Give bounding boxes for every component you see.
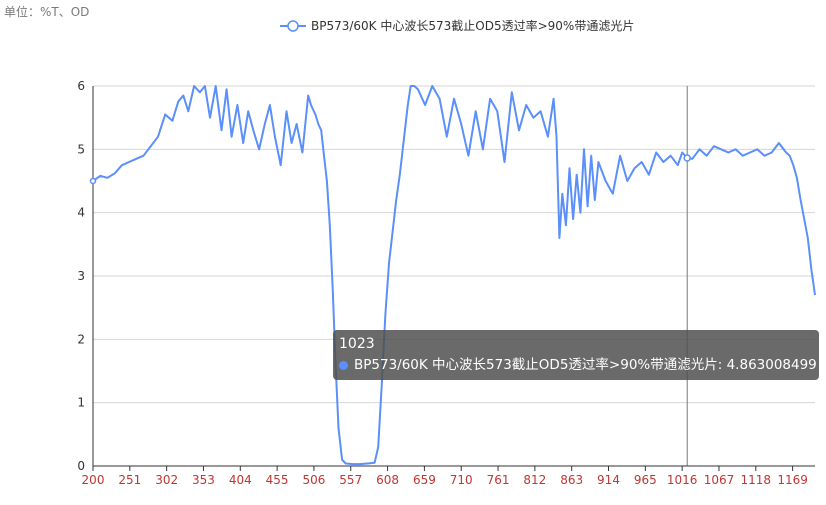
x-tick-label-455: 455 bbox=[266, 473, 289, 487]
tooltip-series-dot-icon bbox=[339, 360, 348, 370]
x-tick-label-1016: 1016 bbox=[667, 473, 698, 487]
x-tick-label-914: 914 bbox=[597, 473, 620, 487]
y-tick-label-3: 3 bbox=[77, 269, 85, 283]
x-tick-label-812: 812 bbox=[523, 473, 546, 487]
x-tick-label-659: 659 bbox=[413, 473, 436, 487]
tick-labels: 0 1 2 3 4 5 6 200 251 302 353 404 455 506 557 608 659 710… bbox=[77, 79, 808, 487]
series-line-0 bbox=[92, 85, 816, 466]
x-tick-label-557: 557 bbox=[339, 473, 362, 487]
tooltip-series-name: BP573/60K 中心波长573截止OD5透过率>90%带通滤光片 bbox=[354, 357, 718, 373]
y-tick-label-6: 6 bbox=[77, 79, 85, 93]
x-tick-label-251: 251 bbox=[118, 473, 141, 487]
tooltip-separator: : bbox=[717, 357, 727, 373]
axes bbox=[92, 86, 815, 471]
legend-label: BP573/60K 中心波长573截止OD5透过率>90%带通滤光片 bbox=[311, 19, 635, 33]
unit-label: 单位：%T、OD bbox=[4, 5, 90, 19]
x-tick-label-710: 710 bbox=[450, 473, 473, 487]
x-tick-label-506: 506 bbox=[302, 473, 325, 487]
series-point-start bbox=[89, 177, 97, 185]
y-tick-label-0: 0 bbox=[77, 459, 85, 473]
x-tick-label-608: 608 bbox=[376, 473, 399, 487]
series-lines bbox=[89, 85, 816, 466]
y-tick-label-2: 2 bbox=[77, 332, 85, 346]
y-tick-label-1: 1 bbox=[77, 396, 85, 410]
tooltip-row: BP573/60K 中心波长573截止OD5透过率>90%带通滤光片: 4.86… bbox=[339, 356, 817, 374]
x-tick-label-761: 761 bbox=[487, 473, 510, 487]
y-tick-label-4: 4 bbox=[77, 206, 85, 220]
series-point-highlight bbox=[683, 154, 691, 162]
tooltip-title: 1023 bbox=[339, 336, 375, 352]
x-tick-label-302: 302 bbox=[155, 473, 178, 487]
legend[interactable]: BP573/60K 中心波长573截止OD5透过率>90%带通滤光片 bbox=[280, 17, 634, 34]
y-tick-label-5: 5 bbox=[77, 142, 85, 156]
x-tick-label-404: 404 bbox=[229, 473, 252, 487]
x-tick-label-353: 353 bbox=[192, 473, 215, 487]
x-tick-label-1169: 1169 bbox=[777, 473, 808, 487]
legend-line-icon bbox=[280, 19, 306, 32]
x-tick-label-965: 965 bbox=[634, 473, 657, 487]
tooltip-value: 4.863008499 bbox=[726, 357, 817, 373]
x-tick-label-1067: 1067 bbox=[704, 473, 735, 487]
x-tick-label-200: 200 bbox=[82, 473, 105, 487]
x-tick-label-1118: 1118 bbox=[741, 473, 772, 487]
x-tick-label-863: 863 bbox=[560, 473, 583, 487]
tooltip: 1023 BP573/60K 中心波长573截止OD5透过率>90%带通滤光片:… bbox=[333, 330, 819, 380]
